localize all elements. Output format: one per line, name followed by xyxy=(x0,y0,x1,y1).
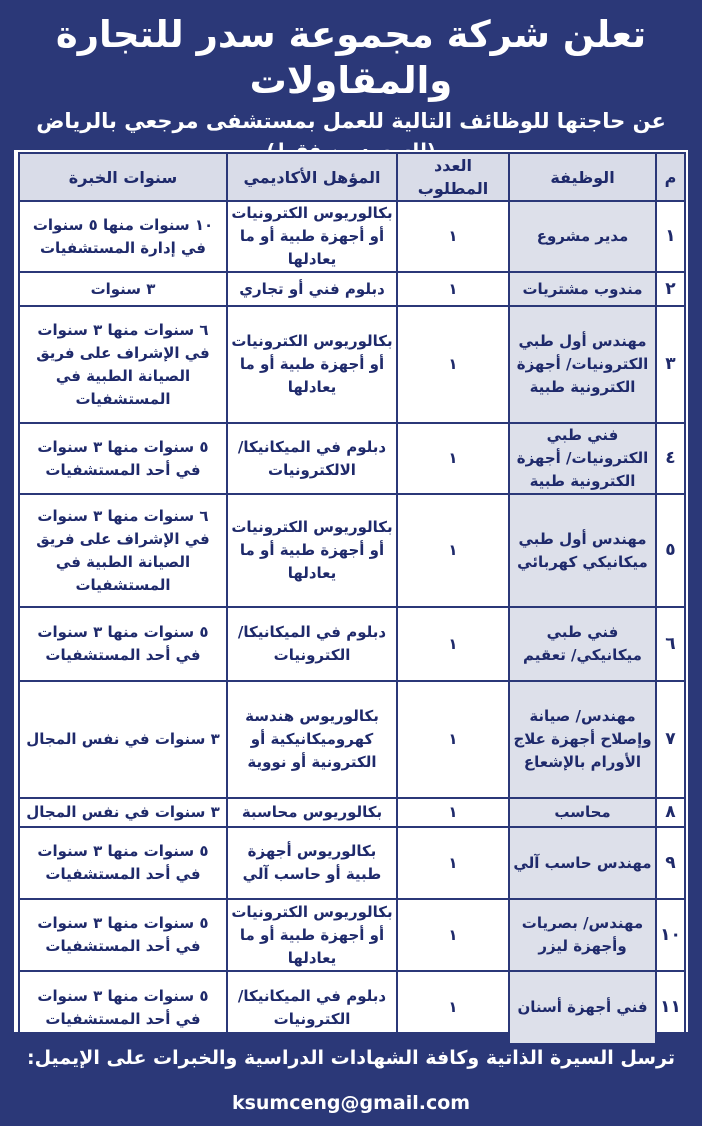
experience: ٣ سنوات في نفس المجال xyxy=(18,797,228,828)
row-number: ٧ xyxy=(655,680,686,799)
footer-text: ترسل السيرة الذاتية وكافة الشهادات الدرا… xyxy=(27,1047,675,1069)
experience: ٦ سنوات منها ٣ سنوات في الإشراف على فريق… xyxy=(18,493,228,608)
row-number: ٣ xyxy=(655,305,686,424)
ad-title: تعلن شركة مجموعة سدر للتجارة والمقاولات xyxy=(55,13,647,102)
required-count: ١ xyxy=(396,422,510,495)
qualification: دبلوم في الميكانيكا/ الالكترونيات xyxy=(226,422,398,495)
row-number: ٩ xyxy=(655,826,686,900)
job-title: مهندس أول طبي ميكانيكي كهربائي xyxy=(508,493,657,608)
qualification: بكالوريوس محاسبة xyxy=(226,797,398,828)
required-count: ١ xyxy=(396,606,510,682)
jobs-table-panel: م الوظيفة العدد المطلوب المؤهل الأكاديمي… xyxy=(14,150,688,1045)
column-header-qualification: المؤهل الأكاديمي xyxy=(226,152,398,202)
table-row: ١٠ مهندس/ بصريات وأجهزة ليزر ١ بكالوريوس ال… xyxy=(18,898,686,972)
ad-footer: ترسل السيرة الذاتية وكافة الشهادات الدرا… xyxy=(0,1036,702,1114)
qualification: بكالوريوس أجهزة طبية أو حاسب آلي xyxy=(226,826,398,900)
table-row: ٤ فني طبي الكترونيات/ أجهزة الكترونية طبي… xyxy=(18,422,686,495)
qualification: دبلوم في الميكانيكا/ الكترونيات xyxy=(226,606,398,682)
column-header-number: م xyxy=(655,152,686,202)
column-header-count: العدد المطلوب xyxy=(396,152,510,202)
row-number: ٤ xyxy=(655,422,686,495)
table-row: ١١ فني أجهزة أسنان ١ دبلوم في الميكانيكا/ ا… xyxy=(18,970,686,1045)
experience: ١٠ سنوات منها ٥ سنوات في إدارة المستشفيا… xyxy=(18,200,228,273)
row-number: ٥ xyxy=(655,493,686,608)
experience: ٦ سنوات منها ٣ سنوات في الإشراف على فريق… xyxy=(18,305,228,424)
table-row: ٧ مهندس/ صيانة وإصلاح أجهزة علاج الأورام … xyxy=(18,680,686,799)
experience: ٣ سنوات xyxy=(18,271,228,307)
table-row: ٢ مندوب مشتريات ١ دبلوم فني أو تجاري ٣ سنوات xyxy=(18,271,686,307)
row-number: ١١ xyxy=(655,970,686,1045)
row-number: ٦ xyxy=(655,606,686,682)
ad-subtitle: عن حاجتها للوظائف التالية للعمل بمستشفى … xyxy=(36,109,666,133)
ad-header: تعلن شركة مجموعة سدر للتجارة والمقاولات … xyxy=(0,0,702,162)
row-number: ١ xyxy=(655,200,686,273)
required-count: ١ xyxy=(396,305,510,424)
qualification: دبلوم في الميكانيكا/ الكترونيات xyxy=(226,970,398,1045)
table-row: ٥ مهندس أول طبي ميكانيكي كهربائي ١ بكالوريو… xyxy=(18,493,686,608)
experience: ٥ سنوات منها ٣ سنوات في أحد المستشفيات xyxy=(18,826,228,900)
job-title: مهندس/ صيانة وإصلاح أجهزة علاج الأورام ب… xyxy=(508,680,657,799)
required-count: ١ xyxy=(396,898,510,972)
table-row: ٦ فني طبي ميكانيكي/ تعقيم ١ دبلوم في الميكا… xyxy=(18,606,686,682)
required-count: ١ xyxy=(396,797,510,828)
jobs-table: م الوظيفة العدد المطلوب المؤهل الأكاديمي… xyxy=(18,152,686,1045)
qualification: بكالوريوس الكترونيات أو أجهزة طبية أو ما… xyxy=(226,493,398,608)
row-number: ٨ xyxy=(655,797,686,828)
experience: ٥ سنوات منها ٣ سنوات في أحد المستشفيات xyxy=(18,898,228,972)
table-header-row: م الوظيفة العدد المطلوب المؤهل الأكاديمي… xyxy=(18,152,686,202)
qualification: بكالوريوس الكترونيات أو أجهزة طبية أو ما… xyxy=(226,200,398,273)
row-number: ١٠ xyxy=(655,898,686,972)
job-title: مدير مشروع xyxy=(508,200,657,273)
column-header-job: الوظيفة xyxy=(508,152,657,202)
table-row: ٨ محاسب ١ بكالوريوس محاسبة ٣ سنوات في نفس ال… xyxy=(18,797,686,828)
column-header-experience: سنوات الخبرة xyxy=(18,152,228,202)
job-title: فني طبي الكترونيات/ أجهزة الكترونية طبية xyxy=(508,422,657,495)
job-title: مهندس أول طبي الكترونيات/ أجهزة الكتروني… xyxy=(508,305,657,424)
experience: ٥ سنوات منها ٣ سنوات في أحد المستشفيات xyxy=(18,606,228,682)
qualification: بكالوريوس الكترونيات أو أجهزة طبية أو ما… xyxy=(226,305,398,424)
required-count: ١ xyxy=(396,970,510,1045)
job-title: فني طبي ميكانيكي/ تعقيم xyxy=(508,606,657,682)
job-title: مهندس حاسب آلي xyxy=(508,826,657,900)
required-count: ١ xyxy=(396,493,510,608)
experience: ٥ سنوات منها ٣ سنوات في أحد المستشفيات xyxy=(18,970,228,1045)
qualification: بكالوريوس هندسة كهروميكانيكية أو الكترون… xyxy=(226,680,398,799)
experience: ٣ سنوات في نفس المجال xyxy=(18,680,228,799)
row-number: ٢ xyxy=(655,271,686,307)
job-title: فني أجهزة أسنان xyxy=(508,970,657,1045)
contact-email[interactable]: ksumceng@gmail.com xyxy=(231,1092,471,1114)
table-row: ٣ مهندس أول طبي الكترونيات/ أجهزة الكترون… xyxy=(18,305,686,424)
required-count: ١ xyxy=(396,200,510,273)
job-title: مهندس/ بصريات وأجهزة ليزر xyxy=(508,898,657,972)
job-title: مندوب مشتريات xyxy=(508,271,657,307)
required-count: ١ xyxy=(396,826,510,900)
table-row: ٩ مهندس حاسب آلي ١ بكالوريوس أجهزة طبية أو … xyxy=(18,826,686,900)
job-title: محاسب xyxy=(508,797,657,828)
table-row: ١ مدير مشروع ١ بكالوريوس الكترونيات أو أجهز… xyxy=(18,200,686,273)
required-count: ١ xyxy=(396,680,510,799)
required-count: ١ xyxy=(396,271,510,307)
experience: ٥ سنوات منها ٣ سنوات في أحد المستشفيات xyxy=(18,422,228,495)
qualification: بكالوريوس الكترونيات أو أجهزة طبية أو ما… xyxy=(226,898,398,972)
qualification: دبلوم فني أو تجاري xyxy=(226,271,398,307)
